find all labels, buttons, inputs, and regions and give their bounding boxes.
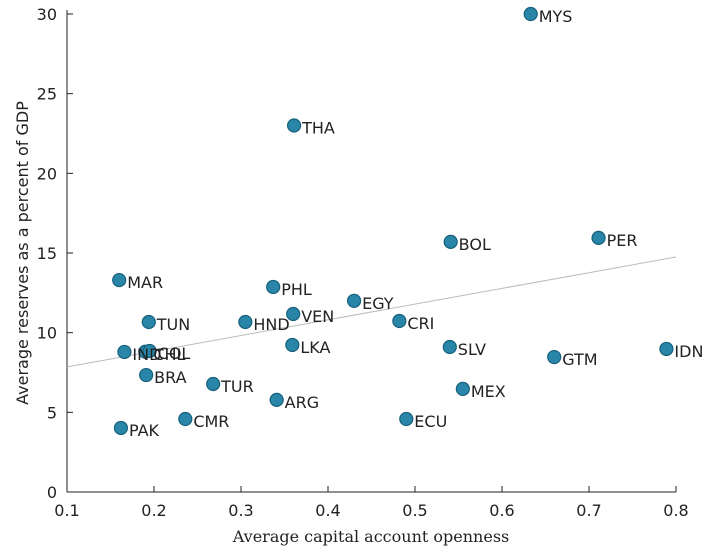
point <box>178 411 193 427</box>
y-tick-label: 25 <box>37 85 57 104</box>
point <box>139 367 154 383</box>
point-label: SLV <box>458 340 486 359</box>
y-tick-label: 15 <box>37 244 57 263</box>
x-tick-label: 0.8 <box>663 501 688 520</box>
point <box>269 392 284 408</box>
point-label: MAR <box>127 273 163 292</box>
point-label: CMR <box>193 412 229 431</box>
x-tick-label: 0.2 <box>141 501 166 520</box>
point-label: PAK <box>129 421 160 440</box>
y-axis-label: Average reserves as a percent of GDP <box>13 101 32 405</box>
x-axis-label: Average capital account openness <box>232 527 510 546</box>
point-label: THA <box>301 119 335 138</box>
point-label: CHL <box>153 345 185 364</box>
point <box>392 313 407 329</box>
x-tick-label: 0.1 <box>54 501 79 520</box>
point <box>238 314 253 330</box>
point <box>347 293 362 308</box>
point-label: COL <box>158 344 191 363</box>
point <box>455 381 470 397</box>
point-label: VEN <box>301 307 334 326</box>
x-tick-label: 0.4 <box>315 501 340 520</box>
point <box>113 420 129 436</box>
point <box>285 337 300 353</box>
point <box>442 339 457 355</box>
point-label: HND <box>253 315 289 334</box>
point-label: IND <box>132 345 161 364</box>
x-tick-label: 0.5 <box>402 501 427 520</box>
x-tick-label: 0.6 <box>489 501 514 520</box>
x-tick-label: 0.3 <box>228 501 253 520</box>
point-label: BRA <box>154 368 186 387</box>
point-label: EGY <box>362 294 394 313</box>
point <box>591 230 606 245</box>
point <box>523 6 538 22</box>
point-label: GTM <box>562 350 597 369</box>
point <box>286 118 302 133</box>
point-label: MEX <box>471 382 506 401</box>
point-label: CRI <box>407 314 434 333</box>
point-label: TUN <box>156 315 190 334</box>
point <box>117 344 132 360</box>
y-tick-label: 0 <box>47 483 57 502</box>
point <box>443 234 458 249</box>
point <box>141 314 156 330</box>
point <box>112 272 127 288</box>
point-label: LKA <box>300 338 330 357</box>
y-tick-label: 5 <box>47 403 57 422</box>
point <box>547 349 562 365</box>
point-label: PHL <box>281 280 312 299</box>
point-label: BOL <box>459 235 491 254</box>
y-tick-label: 10 <box>37 324 57 343</box>
point <box>266 279 281 295</box>
point <box>399 411 414 427</box>
point-label: MYS <box>539 7 573 26</box>
y-tick-label: 20 <box>37 164 57 183</box>
y-tick-label: 30 <box>37 5 57 24</box>
point-label: ARG <box>285 393 319 412</box>
point-label: ECU <box>414 412 447 431</box>
trend-line <box>66 256 677 368</box>
point-label: IDN <box>674 342 703 361</box>
point <box>659 341 674 357</box>
x-tick-label: 0.7 <box>576 501 601 520</box>
point <box>142 343 157 359</box>
point-label: TUR <box>220 377 254 396</box>
point-label: PER <box>607 231 638 250</box>
point <box>206 376 221 392</box>
point <box>286 306 301 322</box>
